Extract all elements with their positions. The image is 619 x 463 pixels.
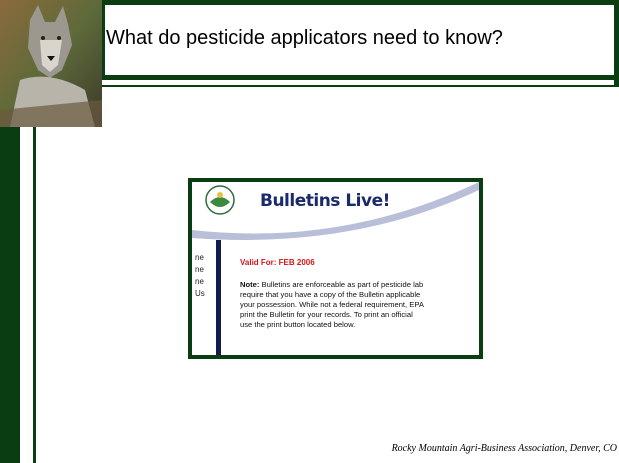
side-fragment: ne — [195, 264, 205, 276]
note-line: Note: Bulletins are enforceable as part … — [240, 280, 424, 290]
side-fragment: ne — [195, 252, 205, 264]
note-text: require that you have a copy of the Bull… — [240, 290, 420, 299]
note-text: your possession. While not a federal req… — [240, 300, 424, 309]
note-line: print the Bulletin for your records. To … — [240, 310, 424, 320]
note-label: Note: — [240, 280, 259, 289]
left-bar — [0, 127, 20, 463]
side-fragment: Us — [195, 288, 205, 300]
wolf-photo — [0, 0, 102, 127]
side-fragment: ne — [195, 276, 205, 288]
slide: What do pesticide applicators need to kn… — [0, 0, 619, 463]
note: Note: Bulletins are enforceable as part … — [240, 280, 424, 330]
slide-title: What do pesticide applicators need to kn… — [106, 27, 503, 50]
title-rule — [100, 75, 619, 80]
valid-for: Valid For: FEB 2006 — [240, 258, 315, 267]
note-line: use the print button located below. — [240, 320, 424, 330]
note-line: require that you have a copy of the Bull… — [240, 290, 424, 300]
left-line — [33, 85, 36, 463]
note-text: use the print button located below. — [240, 320, 355, 329]
right-border — [614, 0, 619, 87]
nav-bar — [216, 240, 221, 359]
slide-footer: Rocky Mountain Agri-Business Association… — [392, 443, 617, 454]
screenshot-heading: Bulletins Live! — [260, 191, 390, 211]
note-text: Bulletins are enforceable as part of pes… — [262, 280, 424, 289]
note-line: your possession. While not a federal req… — [240, 300, 424, 310]
thin-rule — [20, 85, 619, 87]
note-text: print the Bulletin for your records. To … — [240, 310, 413, 319]
